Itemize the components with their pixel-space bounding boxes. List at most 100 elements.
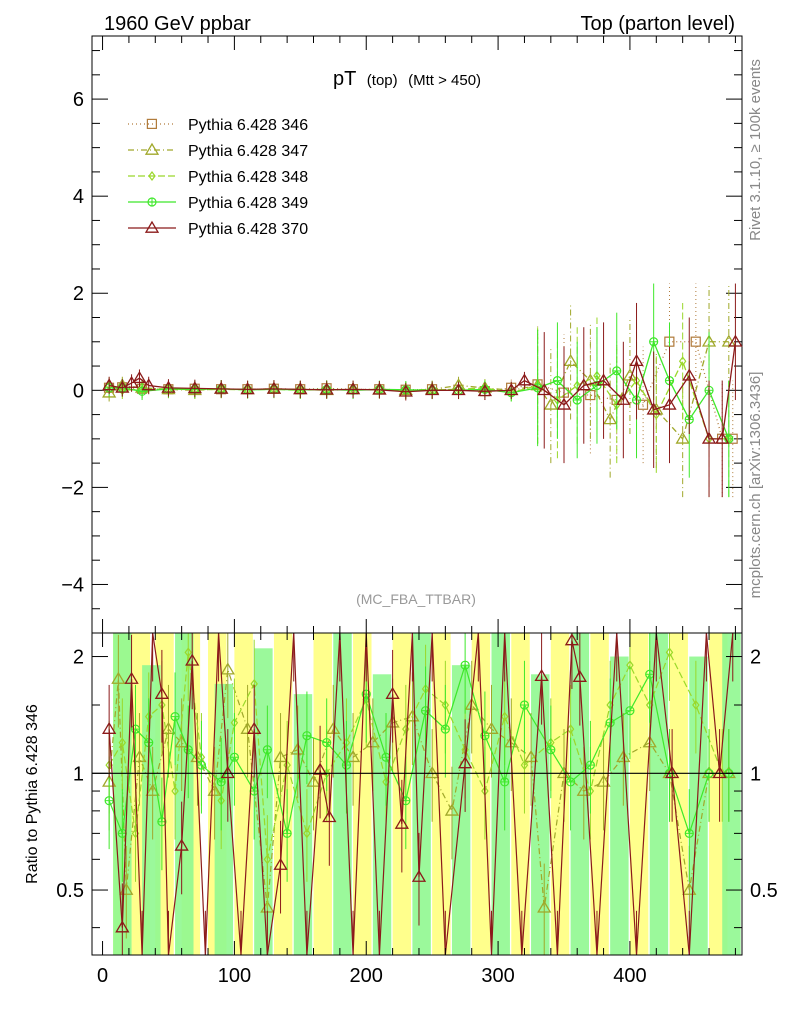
main-data-point — [543, 397, 558, 410]
ratio-data-point — [302, 731, 312, 741]
ratio-data-point — [341, 760, 352, 770]
ratio-data-point — [322, 810, 337, 823]
ratio-data-point — [712, 766, 727, 779]
title-cut-part: (Mtt > 450) — [408, 72, 481, 89]
ratio-data-point — [124, 671, 139, 684]
legend-marker — [144, 142, 160, 155]
ratio-data-point — [537, 900, 552, 913]
ratio-band-green — [531, 674, 550, 955]
main-y-tick-label: 2 — [73, 283, 84, 305]
ratio-data-point — [118, 737, 127, 748]
rivet-version-label: Rivet 3.1.10, ≥ 100k events — [747, 59, 764, 241]
main-y-tick-label: 4 — [73, 186, 84, 208]
legend-entry-5: Pythia 6.428 370 — [128, 220, 308, 238]
ratio-band-green — [412, 633, 431, 955]
ratio-data-point — [405, 709, 420, 722]
ratio-series-4 — [102, 632, 734, 956]
header-energy-label: 1960 GeV ppbar — [104, 13, 251, 35]
legend-entry-3: Pythia 6.428 348 — [128, 169, 308, 186]
ratio-data-point — [249, 786, 259, 796]
ratio-y-axis-label: Ratio to Pythia 6.428 346 — [24, 704, 41, 884]
main-data-point — [563, 353, 578, 367]
main-data-point — [240, 382, 255, 395]
ratio-data-point — [216, 777, 226, 787]
main-data-point — [728, 334, 743, 347]
main-data-point — [583, 373, 598, 386]
ratio-band-yellow — [511, 633, 530, 955]
main-data-point — [504, 383, 519, 396]
ratio-y-tick-label-right: 1 — [750, 763, 761, 785]
ratio-data-point — [411, 869, 427, 882]
main-data-point — [596, 373, 611, 386]
main-data-point — [319, 382, 334, 395]
main-data-point — [161, 380, 176, 393]
main-data-point — [132, 370, 147, 384]
main-data-point — [572, 395, 582, 405]
ratio-data-point — [290, 742, 305, 755]
ratio-data-point — [457, 756, 473, 769]
ratio-data-point — [464, 697, 479, 710]
ratio-data-point — [625, 706, 635, 716]
title-sub-part: (top) — [367, 72, 398, 89]
ratio-band-green — [570, 633, 590, 955]
main-data-point — [603, 412, 618, 425]
ratio-data-point — [665, 647, 674, 658]
main-data-point — [266, 381, 282, 394]
main-data-point — [701, 431, 717, 444]
main-series-line — [109, 341, 737, 440]
ratio-data-point — [282, 828, 292, 838]
analysis-label: (MC_FBA_TTBAR) — [356, 591, 476, 607]
ratio-data-point — [425, 766, 440, 779]
main-data-point — [345, 382, 361, 395]
ratio-data-point — [326, 721, 341, 734]
ratio-plot-axes: 0.5 0.5 1 1 2 2 0 100 200 300 400 — [56, 632, 778, 987]
legend-label: Pythia 6.428 346 — [188, 117, 308, 134]
ratio-band-yellow — [669, 633, 688, 955]
main-data-point — [451, 383, 466, 396]
ratio-data-point — [664, 766, 680, 779]
ratio-data-point — [684, 828, 694, 838]
legend-marker — [144, 220, 160, 233]
ratio-series-line — [108, 632, 734, 956]
legend-marker — [147, 197, 157, 207]
ratio-band-yellow — [273, 633, 293, 955]
ratio-data-point — [247, 721, 262, 734]
legend-entry-4: Pythia 6.428 349 — [128, 195, 308, 212]
ratio-data-point — [263, 854, 272, 865]
main-data-point — [214, 381, 229, 394]
ratio-y-tick-label-right: 2 — [750, 647, 761, 669]
main-data-point — [477, 384, 493, 397]
legend-marker — [148, 171, 156, 181]
title-main-part: pT — [333, 68, 356, 90]
main-data-point — [293, 382, 308, 395]
ratio-data-point — [585, 760, 595, 770]
main-data-point — [612, 366, 622, 376]
header-process-label: Top (parton level) — [580, 13, 735, 35]
x-tick-label: 400 — [613, 965, 646, 987]
main-data-point — [556, 397, 572, 410]
ratio-data-point — [273, 749, 288, 763]
main-y-tick-label: 6 — [73, 89, 84, 111]
main-y-tick-label: 0 — [73, 380, 84, 402]
ratio-data-point — [102, 721, 117, 734]
legend-entry-2: Pythia 6.428 347 — [128, 142, 308, 160]
legend-label: Pythia 6.428 347 — [188, 143, 308, 160]
x-tick-label: 100 — [218, 965, 251, 987]
legend-label: Pythia 6.428 348 — [188, 169, 308, 186]
ratio-data-point — [500, 711, 509, 722]
ratio-y-tick-label-right: 0.5 — [750, 880, 778, 902]
ratio-data-point — [220, 662, 235, 675]
main-data-point — [141, 378, 156, 391]
ratio-data-point — [273, 857, 288, 870]
ratio-data-point — [402, 724, 410, 735]
ratio-band-yellow — [432, 633, 451, 955]
ratio-band-yellow — [313, 633, 332, 955]
ratio-data-point — [394, 816, 409, 829]
ratio-data-point — [566, 724, 575, 735]
main-data-point — [398, 384, 413, 397]
ratio-band-green — [142, 665, 161, 955]
legend: Pythia 6.428 346 Pythia 6.428 347 Pythia 6… — [128, 117, 308, 238]
main-data-point — [646, 402, 661, 415]
ratio-series-3 — [104, 633, 734, 882]
ratio-data-point — [303, 828, 311, 839]
